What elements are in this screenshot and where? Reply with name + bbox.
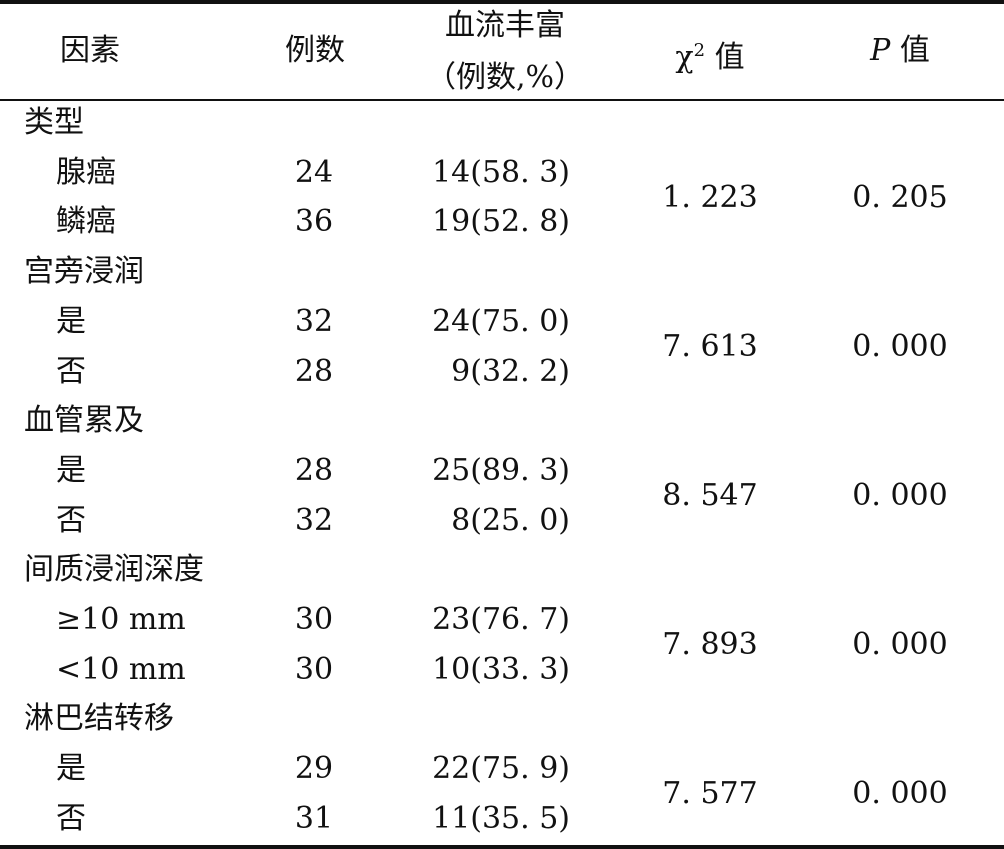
row-label: 腺癌 xyxy=(56,154,116,190)
row-rich-flow: 10(33. 3) xyxy=(432,651,570,687)
row-rich-flow: 9(32. 2) xyxy=(451,353,570,389)
group-p-value: 0. 000 xyxy=(852,626,948,662)
row-label: <10 mm xyxy=(56,651,186,687)
group-chi-square: 7. 613 xyxy=(662,328,758,364)
group-chi-square: 8. 547 xyxy=(662,477,758,513)
row-rich-flow: 22(75. 9) xyxy=(432,751,570,787)
row-rich-flow: 25(89. 3) xyxy=(432,452,570,488)
group-chi-square: 7. 577 xyxy=(662,775,758,811)
group-title: 淋巴结转移 xyxy=(24,701,174,737)
row-cases: 31 xyxy=(294,800,334,836)
group-chi-square: 1. 223 xyxy=(662,179,758,215)
row-rich-flow: 8(25. 0) xyxy=(451,502,570,538)
row-rich-flow: 23(76. 7) xyxy=(432,602,570,637)
group-title: 类型 xyxy=(24,105,84,140)
group-chi-square: 7. 893 xyxy=(662,626,758,662)
table-bottom-rule xyxy=(0,845,1004,849)
row-cases: 28 xyxy=(294,353,334,389)
header-cases: 例数 xyxy=(285,33,345,68)
p-suffix: 值 xyxy=(899,33,930,68)
row-cases: 32 xyxy=(294,502,334,538)
header-p-value: P 值 xyxy=(830,33,970,69)
p-symbol: P xyxy=(870,33,891,68)
row-label: ≥10 mm xyxy=(56,602,186,637)
chi-superscript: 2 xyxy=(693,40,706,61)
row-cases: 28 xyxy=(294,452,334,488)
row-cases: 24 xyxy=(294,154,334,190)
row-label: 是 xyxy=(56,303,86,339)
row-label: 否 xyxy=(56,502,86,538)
row-cases: 32 xyxy=(294,303,334,339)
row-cases: 30 xyxy=(294,602,334,637)
row-cases: 36 xyxy=(294,204,334,240)
row-label: 是 xyxy=(56,452,86,488)
row-cases: 30 xyxy=(294,651,334,687)
header-rich-line2: （例数,%） xyxy=(425,60,585,95)
table-header-rule xyxy=(0,99,1004,101)
group-title: 宫旁浸润 xyxy=(24,254,144,290)
row-rich-flow: 24(75. 0) xyxy=(432,303,570,339)
header-rich-line1: 血流丰富 xyxy=(445,8,565,43)
row-rich-flow: 14(58. 3) xyxy=(432,154,570,190)
row-rich-flow: 11(35. 5) xyxy=(432,800,570,836)
row-label: 否 xyxy=(56,353,86,389)
group-p-value: 0. 000 xyxy=(852,775,948,811)
chi-suffix: 值 xyxy=(714,40,745,75)
row-cases: 29 xyxy=(294,751,334,787)
row-label: 鳞癌 xyxy=(56,204,116,240)
group-p-value: 0. 205 xyxy=(852,179,948,215)
row-rich-flow: 19(52. 8) xyxy=(432,204,570,240)
row-label: 否 xyxy=(56,800,86,836)
group-p-value: 0. 000 xyxy=(852,328,948,364)
table-top-rule xyxy=(0,0,1004,4)
header-factor: 因素 xyxy=(60,33,120,68)
group-p-value: 0. 000 xyxy=(852,477,948,513)
group-title: 血管累及 xyxy=(24,403,144,439)
chi-symbol: χ xyxy=(675,40,694,75)
row-label: 是 xyxy=(56,751,86,787)
header-chi-square: χ2 值 xyxy=(640,33,780,76)
group-title: 间质浸润深度 xyxy=(24,552,204,588)
